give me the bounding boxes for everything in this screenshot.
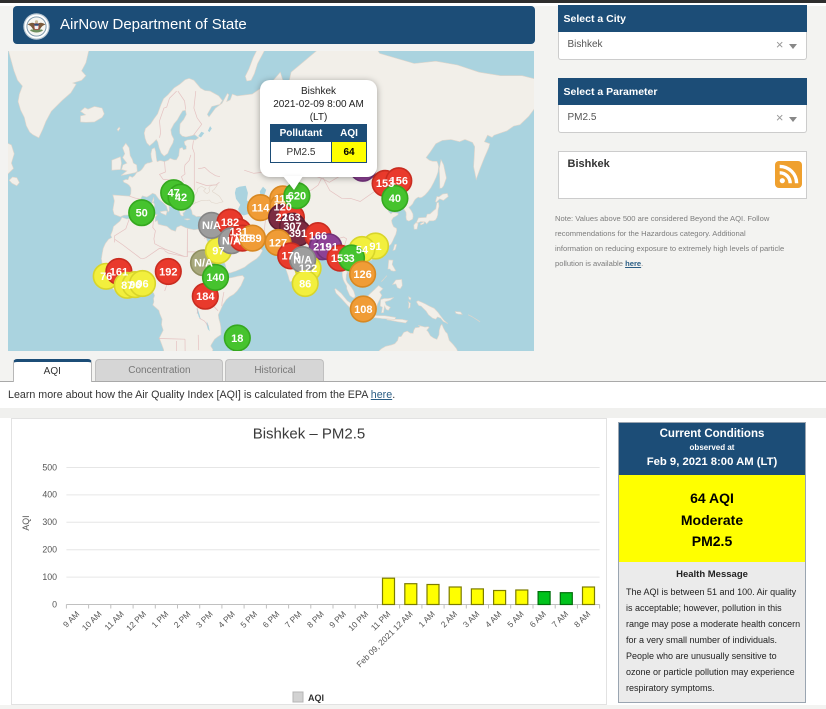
svg-text:2 AM: 2 AM [439,609,460,630]
svg-text:54: 54 [356,244,369,256]
svg-text:153: 153 [376,178,394,190]
svg-text:96: 96 [136,278,148,290]
svg-text:170: 170 [282,251,300,263]
svg-text:400: 400 [42,490,57,500]
svg-text:131: 131 [230,227,248,239]
svg-text:307: 307 [283,221,301,233]
svg-text:153: 153 [331,253,349,265]
svg-text:AQI: AQI [308,693,324,703]
svg-text:9 PM: 9 PM [327,609,348,630]
svg-text:47: 47 [168,188,180,200]
svg-text:166: 166 [309,230,327,242]
svg-text:127: 127 [269,237,287,249]
svg-text:120: 120 [274,202,292,214]
svg-text:7 AM: 7 AM [550,609,571,630]
svg-text:300: 300 [42,517,57,527]
svg-text:18: 18 [231,333,243,345]
svg-text:87: 87 [121,280,133,292]
svg-text:620: 620 [288,190,306,202]
svg-text:219: 219 [313,242,331,254]
svg-text:6 PM: 6 PM [261,609,282,630]
svg-text:1 PM: 1 PM [149,609,170,630]
svg-text:86: 86 [299,278,311,290]
svg-text:42: 42 [175,192,187,204]
svg-text:5 AM: 5 AM [505,609,526,630]
svg-text:161: 161 [110,266,128,278]
svg-text:9 AM: 9 AM [61,609,82,630]
svg-text:191: 191 [320,242,338,254]
svg-text:156: 156 [390,176,408,188]
svg-text:96: 96 [129,279,141,291]
svg-text:7 PM: 7 PM [283,609,304,630]
svg-text:2 PM: 2 PM [172,609,193,630]
svg-text:5 PM: 5 PM [238,609,259,630]
svg-text:50: 50 [136,208,148,220]
svg-text:N/A: N/A [194,258,213,270]
svg-text:N/A: N/A [202,220,221,232]
svg-text:Bishkek – PM2.5: Bishkek – PM2.5 [253,426,366,443]
svg-text:AQI: AQI [21,515,31,530]
svg-text:4 AM: 4 AM [483,609,504,630]
svg-text:3: 3 [348,253,354,265]
svg-text:22: 22 [275,212,287,224]
svg-text:N/A: N/A [222,236,241,248]
svg-text:3 AM: 3 AM [461,609,482,630]
svg-text:4 PM: 4 PM [216,609,237,630]
svg-text:91: 91 [369,241,381,253]
svg-text:182: 182 [221,217,239,229]
svg-text:10 AM: 10 AM [80,609,104,633]
svg-text:185: 185 [233,233,251,245]
svg-text:108: 108 [354,304,372,316]
svg-text:11 AM: 11 AM [102,609,125,632]
svg-text:100: 100 [42,572,57,582]
svg-text:114: 114 [252,202,271,214]
svg-text:8 PM: 8 PM [305,609,326,630]
svg-text:0: 0 [52,599,57,609]
svg-text:200: 200 [42,545,57,555]
svg-text:192: 192 [159,266,177,278]
svg-text:N/A: N/A [293,254,312,266]
svg-text:8 AM: 8 AM [572,609,593,630]
svg-text:163: 163 [282,212,300,224]
svg-text:10 PM: 10 PM [346,609,370,633]
svg-text:126: 126 [353,269,371,281]
svg-text:391: 391 [289,228,307,240]
svg-text:40: 40 [389,193,401,205]
svg-text:97: 97 [212,245,224,257]
svg-text:189: 189 [243,233,261,245]
svg-text:3 PM: 3 PM [194,609,215,630]
svg-text:1 AM: 1 AM [416,609,437,630]
svg-text:76: 76 [100,271,112,283]
svg-text:122: 122 [299,263,317,275]
svg-text:184: 184 [196,291,215,303]
svg-text:140: 140 [206,272,224,284]
svg-text:500: 500 [42,462,57,472]
svg-text:12 PM: 12 PM [124,609,148,633]
svg-text:115: 115 [274,194,292,206]
svg-text:6 AM: 6 AM [527,609,548,630]
